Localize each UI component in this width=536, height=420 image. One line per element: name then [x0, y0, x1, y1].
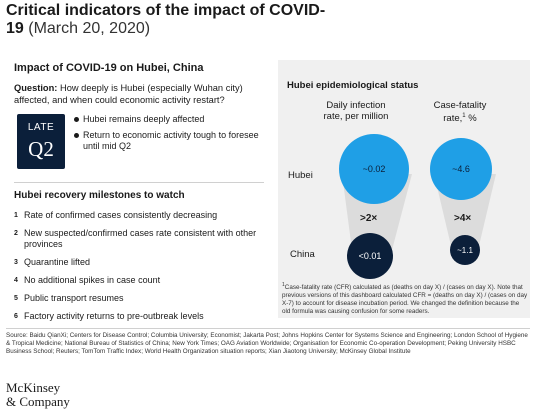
footnote: 1Case-fatality rate (CFR) calculated as … [282, 281, 528, 316]
case-fatality-column-header: Case-fatality rate,1 % [420, 100, 500, 124]
china-infection-rate-value: <0.01 [358, 251, 382, 261]
milestone-text: New suspected/confirmed cases rate consi… [24, 228, 257, 249]
footnote-number: 1 [282, 282, 285, 288]
footnote-text: Case-fatality rate (CFR) calculated as (… [282, 284, 528, 316]
bullet-item: Hubei remains deeply affected [73, 114, 263, 125]
source-note: Source: Baidu QianXi; Centers for Diseas… [6, 332, 528, 356]
milestone-number: 5 [14, 295, 18, 302]
milestone-item: 5 Public transport resumes [14, 293, 264, 304]
milestone-number: 1 [14, 212, 18, 219]
bullet-item: Return to economic activity tough to for… [73, 130, 263, 152]
china-infection-rate-circle: <0.01 [347, 233, 393, 279]
milestones-heading: Hubei recovery milestones to watch [14, 190, 185, 201]
mckinsey-logo: McKinsey & Company [6, 381, 70, 409]
milestone-item: 1 Rate of confirmed cases consistently de… [14, 210, 264, 221]
china-case-fatality-circle: ~1.1 [450, 235, 480, 265]
footer-divider [6, 328, 530, 329]
footnote-marker: 1 [462, 113, 466, 119]
cfr-header-line2: rate, [443, 113, 463, 125]
milestone-number: 2 [14, 230, 18, 237]
assessment-bullets: Hubei remains deeply affected Return to … [73, 114, 263, 157]
title-date: (March 20, 2020) [28, 20, 151, 37]
cfr-header-line1: Case-fatality [433, 100, 487, 111]
hubei-case-fatality-circle: ~4.6 [430, 138, 492, 200]
milestone-text: Quarantine lifted [24, 257, 91, 267]
milestone-number: 3 [14, 259, 18, 266]
hubei-infection-rate-circle: ~0.02 [339, 134, 409, 204]
hubei-case-fatality-value: ~4.6 [452, 164, 470, 174]
question-block: Question: How deeply is Hubei (especiall… [14, 82, 266, 106]
milestone-text: No additional spikes in case count [24, 275, 161, 285]
milestone-text: Public transport resumes [24, 293, 124, 303]
section-heading-hubei-impact: Impact of COVID-19 on Hubei, China [14, 62, 204, 74]
milestone-item: 3 Quarantine lifted [14, 257, 264, 268]
timing-badge-quarter: Q2 [28, 137, 54, 161]
china-case-fatality-value: ~1.1 [457, 245, 473, 255]
infection-rate-column-header: Daily infection rate, per million [323, 100, 389, 122]
milestone-text: Factory activity returns to pre-outbreak… [24, 311, 204, 321]
question-text: How deeply is Hubei (especially Wuhan ci… [14, 83, 243, 105]
milestone-item: 6 Factory activity returns to pre-outbrea… [14, 311, 264, 322]
milestone-number: 4 [14, 277, 18, 284]
divider [14, 182, 264, 183]
row-label-hubei: Hubei [288, 170, 313, 181]
epidemiological-status-heading: Hubei epidemiological status [287, 80, 419, 91]
infection-ratio-label: >2× [360, 213, 378, 224]
row-label-china: China [290, 249, 315, 260]
milestone-number: 6 [14, 313, 18, 320]
milestone-item: 2 New suspected/confirmed cases rate cons… [14, 228, 264, 250]
hubei-infection-rate-value: ~0.02 [362, 164, 386, 174]
logo-line-1: McKinsey [6, 380, 61, 395]
milestone-text: Rate of confirmed cases consistently dec… [24, 210, 218, 220]
milestones-list: 1 Rate of confirmed cases consistently de… [14, 210, 264, 329]
page-title: Critical indicators of the impact of COV… [6, 2, 326, 38]
logo-line-2: & Company [6, 394, 70, 409]
timing-badge: LATE Q2 [17, 114, 65, 169]
question-label: Question: [14, 83, 58, 93]
timing-badge-late: LATE [27, 122, 55, 133]
cfr-header-unit: % [465, 113, 477, 125]
title-main: Critical indicators of the impact of COV… [6, 2, 326, 37]
milestone-item: 4 No additional spikes in case count [14, 275, 264, 286]
cfr-ratio-label: >4× [454, 213, 472, 224]
